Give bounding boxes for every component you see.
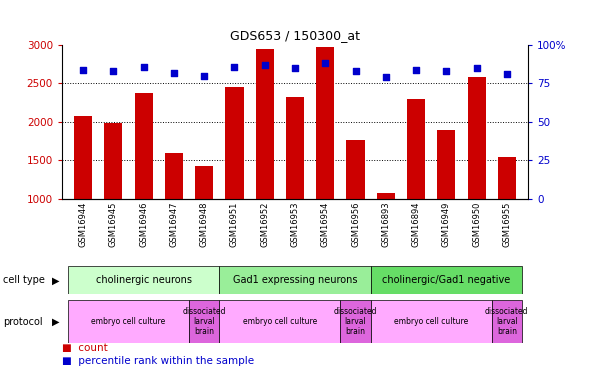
- Point: [320, 60, 330, 66]
- Point: [411, 67, 421, 73]
- Bar: [286, 96, 304, 276]
- Bar: [68, 266, 219, 294]
- Text: dissociated
larval
brain: dissociated larval brain: [334, 307, 377, 336]
- Bar: [74, 116, 92, 276]
- Bar: [68, 300, 189, 343]
- Text: dissociated
larval
brain: dissociated larval brain: [485, 307, 529, 336]
- Bar: [135, 93, 153, 276]
- Point: [230, 63, 239, 69]
- Point: [502, 71, 512, 77]
- Bar: [371, 266, 522, 294]
- Text: ▶: ▶: [51, 275, 59, 285]
- Bar: [225, 87, 244, 276]
- Point: [290, 65, 300, 71]
- Bar: [407, 99, 425, 276]
- Bar: [498, 157, 516, 276]
- Bar: [195, 166, 213, 276]
- Text: ▶: ▶: [51, 316, 59, 327]
- Point: [78, 67, 88, 73]
- Bar: [346, 140, 365, 276]
- Point: [199, 73, 209, 79]
- Text: protocol: protocol: [3, 316, 42, 327]
- Bar: [340, 300, 371, 343]
- Bar: [219, 266, 371, 294]
- Text: ■  percentile rank within the sample: ■ percentile rank within the sample: [62, 356, 254, 366]
- Text: embryo cell culture: embryo cell culture: [242, 317, 317, 326]
- Title: GDS653 / 150300_at: GDS653 / 150300_at: [230, 30, 360, 42]
- Text: Gad1 expressing neurons: Gad1 expressing neurons: [232, 275, 358, 285]
- Point: [169, 70, 179, 76]
- Bar: [491, 300, 522, 343]
- Bar: [219, 300, 340, 343]
- Bar: [371, 300, 491, 343]
- Text: embryo cell culture: embryo cell culture: [91, 317, 166, 326]
- Point: [139, 63, 149, 69]
- Text: ■  count: ■ count: [62, 342, 108, 352]
- Bar: [437, 130, 455, 276]
- Bar: [467, 77, 486, 276]
- Point: [260, 62, 270, 68]
- Bar: [189, 300, 219, 343]
- Point: [109, 68, 118, 74]
- Text: dissociated
larval
brain: dissociated larval brain: [182, 307, 226, 336]
- Text: cholinergic neurons: cholinergic neurons: [96, 275, 192, 285]
- Text: embryo cell culture: embryo cell culture: [394, 317, 468, 326]
- Point: [351, 68, 360, 74]
- Bar: [316, 47, 335, 276]
- Bar: [255, 49, 274, 276]
- Bar: [165, 153, 183, 276]
- Point: [381, 74, 391, 80]
- Text: cell type: cell type: [3, 275, 45, 285]
- Bar: [377, 193, 395, 276]
- Point: [441, 68, 451, 74]
- Bar: [104, 123, 123, 276]
- Point: [472, 65, 481, 71]
- Text: cholinergic/Gad1 negative: cholinergic/Gad1 negative: [382, 275, 510, 285]
